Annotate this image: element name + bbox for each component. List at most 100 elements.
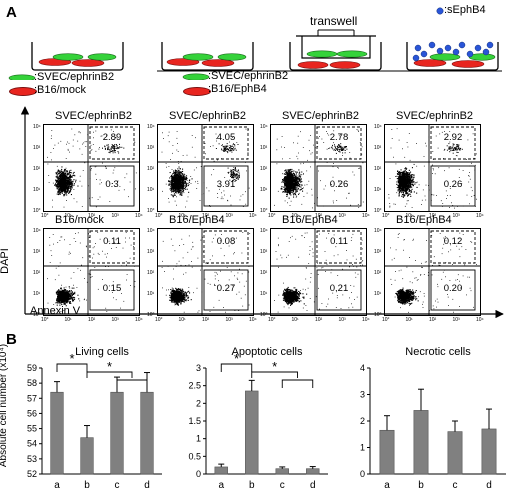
lower-gate-value: 0.26 (443, 179, 463, 190)
y-tick-label: 10¹ (147, 187, 155, 193)
x-tick-label: 10³ (338, 317, 346, 323)
category-label: a (384, 480, 390, 491)
lower-gate (316, 269, 362, 311)
upper-gate-value: 0.08 (216, 236, 236, 247)
upper-gate (316, 126, 362, 160)
event-dots (274, 129, 364, 209)
bar (214, 466, 228, 475)
y-tick-label: 55 (27, 424, 37, 434)
y-tick-label: 10° (260, 312, 268, 318)
y-tick-label: 54 (27, 439, 37, 449)
x-tick-label: 10⁴ (476, 213, 484, 219)
flow-plot (384, 124, 481, 212)
event-dots (388, 128, 477, 209)
flow-axes (20, 106, 504, 319)
x-tick-label: 10° (268, 317, 276, 323)
legend-green-cell-2 (182, 73, 210, 80)
y-tick-label: 10° (147, 312, 155, 318)
flow-plot-title: SVEC/ephrinB2 (396, 110, 474, 122)
x-tick-label: 10³ (111, 213, 119, 219)
plot-frame (157, 124, 254, 212)
bar (110, 391, 124, 475)
y-tick-label: 10⁴ (260, 124, 268, 130)
flow-y-axis-label: DAPI (0, 248, 11, 274)
y-tick-label: 57 (27, 393, 37, 403)
flow-plot-title: SVEC/ephrinB2 (169, 110, 247, 122)
y-tick-label: 10³ (260, 145, 268, 151)
y-tick-label: 0.5 (188, 451, 201, 461)
flow-plot (43, 228, 140, 316)
y-tick-label: 10² (374, 166, 382, 172)
y-tick-label: 58 (27, 378, 37, 388)
x-tick-label: 10⁴ (362, 213, 370, 219)
bar (50, 391, 64, 475)
lower-gate (203, 269, 249, 311)
flow-plot (157, 124, 254, 212)
y-tick-label: 10³ (33, 145, 41, 151)
bar (80, 437, 94, 475)
flow-plot-title: SVEC/ephrinB2 (282, 110, 360, 122)
plot-frame (270, 124, 367, 212)
y-tick-label: 10⁴ (374, 124, 382, 130)
event-dots (390, 232, 477, 313)
x-tick-label: 10⁴ (249, 317, 257, 323)
y-tick-label: 10² (374, 270, 382, 276)
legend-red-cell-2 (183, 87, 211, 96)
y-tick-label: 3 (360, 390, 365, 400)
x-tick-label: 10° (155, 213, 163, 219)
flow-plot (157, 228, 254, 316)
legend-left-b16mock: :B16/mock (34, 84, 86, 96)
upper-gate-value: 2.89 (102, 132, 122, 143)
x-tick-label: 10² (315, 317, 323, 323)
dish-3-transwell (289, 29, 382, 71)
upper-gate (89, 126, 135, 160)
y-tick-label: 56 (27, 408, 37, 418)
upper-gate (89, 230, 135, 264)
flow-plot-title: B16/EphB4 (169, 214, 225, 226)
category-label: a (218, 480, 224, 491)
upper-gate-value: 0.11 (103, 236, 121, 247)
y-tick-label: 10⁴ (33, 124, 41, 130)
y-tick-label: 10² (147, 166, 155, 172)
y-tick-label: 1 (196, 434, 201, 444)
lower-gate (89, 165, 135, 207)
x-tick-label: 10⁴ (135, 213, 143, 219)
y-tick-label: 10¹ (33, 291, 41, 297)
lower-gate-value: 0.3 (105, 179, 119, 190)
y-tick-label: 10° (374, 208, 382, 214)
x-tick-label: 10² (315, 213, 323, 219)
y-tick-label: 10² (33, 166, 41, 172)
y-tick-label: 10² (260, 166, 268, 172)
flow-plot (270, 228, 367, 316)
y-tick-label: 10¹ (147, 291, 155, 297)
flow-plot (43, 124, 140, 212)
lower-gate (430, 165, 476, 207)
x-tick-label: 10° (155, 317, 163, 323)
category-label: a (54, 480, 60, 491)
y-tick-label: 10¹ (374, 187, 382, 193)
lower-gate-value: 3.91 (216, 179, 236, 190)
category-label: b (84, 480, 90, 491)
x-tick-label: 10² (88, 317, 96, 323)
x-tick-label: 10⁴ (362, 317, 370, 323)
plot-frame (157, 228, 254, 316)
panel-b-letter: B (6, 331, 17, 348)
x-tick-label: 10¹ (405, 317, 413, 323)
sig-bracket-b-cd (86, 371, 133, 378)
y-tick-label: 1.5 (188, 416, 201, 426)
sig-bracket-ab (56, 363, 88, 372)
sig-bracket-ab (220, 363, 253, 372)
category-label: b (249, 480, 255, 491)
x-tick-label: 10¹ (405, 213, 413, 219)
y-tick-label: 10³ (147, 249, 155, 255)
x-tick-label: 10² (202, 213, 210, 219)
x-tick-label: 10° (41, 213, 49, 219)
x-tick-label: 10⁴ (135, 317, 143, 323)
sig-star: * (272, 359, 277, 374)
x-tick-label: 10¹ (178, 317, 186, 323)
x-tick-label: 10³ (111, 317, 119, 323)
y-tick-label: 4 (360, 363, 365, 373)
y-tick-label: 10⁴ (147, 124, 155, 130)
upper-gate-value: 0.12 (443, 236, 463, 247)
plot-frame (384, 124, 481, 212)
